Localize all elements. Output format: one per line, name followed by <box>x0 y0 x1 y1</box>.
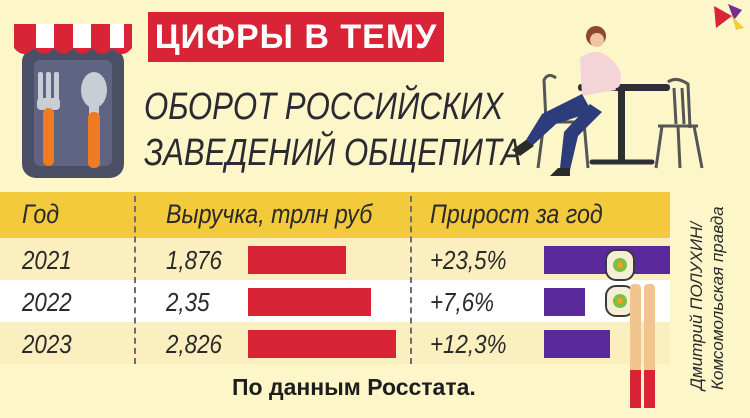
year-cell: 2022 <box>22 287 72 317</box>
title-line-1: ОБОРОТ РОССИЙСКИХ <box>144 86 504 128</box>
year-cell: 2023 <box>22 329 72 359</box>
growth-bar <box>544 330 610 358</box>
column-divider <box>410 196 412 364</box>
revenue-label: 1,876 <box>166 245 222 275</box>
title-line-2: ЗАВЕДЕНИЙ ОБЩЕПИТА <box>144 132 522 174</box>
source-footnote: По данным Росстата. <box>232 374 476 400</box>
col-header-year: Год <box>22 199 60 229</box>
col-header-growth: Прирост за год <box>430 199 603 229</box>
growth-label: +12,3% <box>430 329 507 359</box>
chopsticks-icon <box>630 284 655 408</box>
spoon-icon <box>81 72 107 168</box>
revenue-label: 2,35 <box>166 287 210 317</box>
growth-label: +7,6% <box>430 287 495 317</box>
growth-bar <box>544 288 585 316</box>
growth-label: +23,5% <box>430 245 507 275</box>
credit-line-1: Дмитрий ПОЛУХИН/ <box>687 221 706 390</box>
column-divider <box>134 196 136 364</box>
year-cell: 2021 <box>22 245 72 275</box>
col-header-revenue: Выручка, трлн руб <box>166 199 373 229</box>
logo-icon <box>714 4 744 30</box>
revenue-bar <box>248 246 347 274</box>
woman-at-table-illustration <box>512 26 704 176</box>
chair-icon <box>654 77 704 169</box>
fork-icon <box>37 72 60 166</box>
cafe-awning-icon <box>14 24 132 178</box>
photo-credit: Дмитрий ПОЛУХИН/ Комсомольская правда <box>686 140 734 390</box>
revenue-label: 2,826 <box>166 329 222 359</box>
revenue-bar <box>248 330 396 358</box>
revenue-bar <box>248 288 372 316</box>
badge: ЦИФРЫ В ТЕМУ <box>148 12 444 62</box>
sushi-roll-icon <box>605 249 635 317</box>
table-header <box>0 192 670 238</box>
credit-line-2: Комсомольская правда <box>708 206 727 390</box>
